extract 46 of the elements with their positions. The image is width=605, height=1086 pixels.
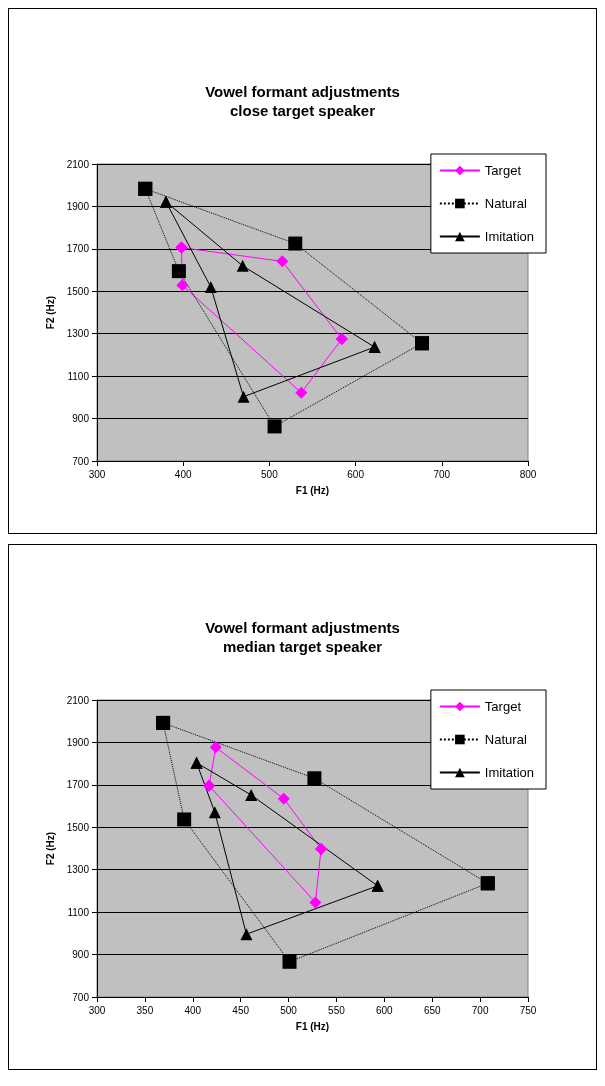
x-tick-label: 500 xyxy=(280,1004,298,1016)
x-tick-label: 800 xyxy=(519,468,537,480)
y-tick-label: 1900 xyxy=(66,736,90,748)
y-tick-label: 1100 xyxy=(67,370,90,382)
legend-label: Target xyxy=(484,163,522,178)
y-tick-label: 900 xyxy=(72,949,90,961)
y-axis-title: F2 (Hz) xyxy=(45,831,57,866)
x-tick-label: 550 xyxy=(328,1004,346,1016)
y-tick-label: 2100 xyxy=(66,694,90,706)
y-tick-label: 1700 xyxy=(66,779,90,791)
y-tick-label: 1500 xyxy=(66,285,90,297)
legend-label: Imitation xyxy=(484,765,535,780)
chart-title: Vowel formant adjustments xyxy=(205,83,400,100)
chart-title: Vowel formant adjustments xyxy=(205,619,400,636)
y-axis-title: F2 (Hz) xyxy=(45,295,57,330)
x-tick-label: 400 xyxy=(174,468,192,480)
y-tick-label: 1900 xyxy=(66,200,90,212)
legend-label: Target xyxy=(484,699,522,714)
y-tick-label: 1300 xyxy=(66,864,90,876)
y-tick-label: 700 xyxy=(72,991,90,1003)
x-tick-label: 400 xyxy=(184,1004,202,1016)
x-tick-label: 700 xyxy=(433,468,451,480)
x-tick-label: 450 xyxy=(232,1004,250,1016)
y-tick-label: 900 xyxy=(72,413,90,425)
x-axis-title: F1 (Hz) xyxy=(295,484,330,496)
x-tick-label: 700 xyxy=(471,1004,489,1016)
legend-label: Imitation xyxy=(484,229,535,244)
x-axis-title: F1 (Hz) xyxy=(295,1020,330,1032)
x-tick-label: 750 xyxy=(519,1004,537,1016)
x-tick-label: 500 xyxy=(261,468,279,480)
legend-label: Natural xyxy=(484,196,527,211)
y-tick-label: 700 xyxy=(72,455,90,467)
x-tick-label: 300 xyxy=(88,1004,106,1016)
chart-subtitle: close target speaker xyxy=(229,102,376,119)
y-tick-label: 2100 xyxy=(66,158,90,170)
x-tick-label: 600 xyxy=(375,1004,394,1016)
y-tick-label: 1100 xyxy=(67,906,90,918)
x-tick-label: 650 xyxy=(423,1004,441,1016)
x-tick-label: 300 xyxy=(88,468,106,480)
y-tick-label: 1300 xyxy=(66,328,90,340)
legend-label: Natural xyxy=(484,732,527,747)
x-tick-label: 350 xyxy=(136,1004,154,1016)
y-tick-label: 1700 xyxy=(66,243,90,255)
y-tick-label: 1500 xyxy=(66,821,90,833)
chart-subtitle: median target speaker xyxy=(222,638,383,655)
x-tick-label: 600 xyxy=(347,468,365,480)
